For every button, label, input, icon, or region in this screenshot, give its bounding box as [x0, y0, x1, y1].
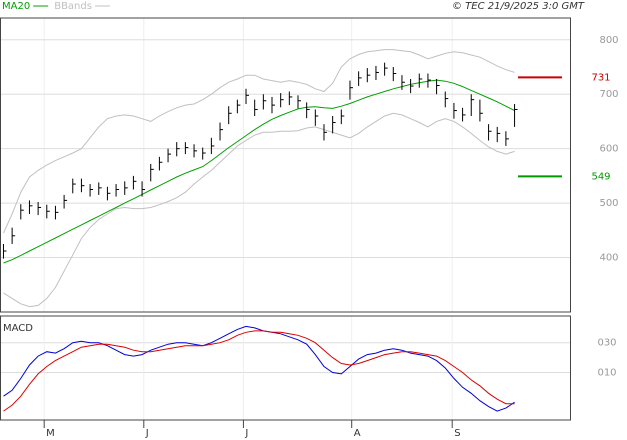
series-line	[3, 330, 515, 412]
x-tick-label: A	[354, 428, 361, 439]
panel-frame	[0, 315, 571, 421]
y-tick-label: 500	[599, 198, 618, 209]
series-line	[3, 49, 515, 234]
legend-label: BBands	[54, 1, 92, 12]
y-tick-label: 600	[599, 144, 618, 155]
y-tick-label: 800	[599, 35, 618, 46]
y-tick-label: 700	[599, 89, 618, 100]
series-line	[3, 79, 515, 264]
y-tick-label: 010	[597, 367, 616, 378]
x-tick-label: S	[454, 428, 460, 439]
credit: © TEC 21/9/2025 3:0 GMT	[452, 1, 585, 12]
series-line	[3, 325, 515, 412]
y-tick-label: 030	[597, 338, 616, 349]
panel-frame	[0, 17, 571, 313]
level-label: 731	[591, 72, 610, 83]
x-tick-label: M	[46, 428, 55, 439]
x-tick-label: J	[145, 428, 149, 439]
panel-title: MACD	[3, 323, 33, 334]
y-tick-label: 400	[599, 253, 618, 264]
series-line	[3, 112, 515, 308]
legend-label: MA20	[2, 1, 30, 12]
x-tick-label: J	[244, 428, 248, 439]
level-label: 549	[591, 171, 610, 182]
